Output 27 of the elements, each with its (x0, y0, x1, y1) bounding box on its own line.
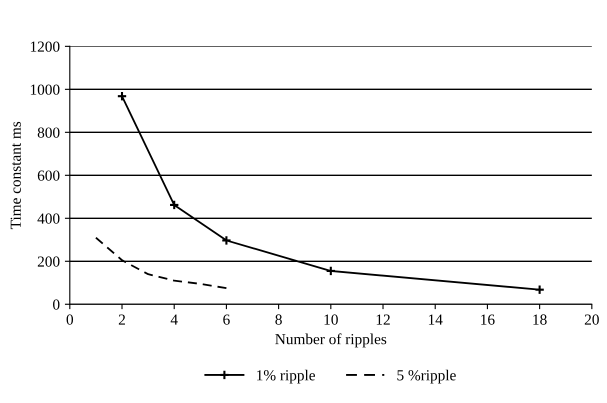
x-tick-label: 14 (428, 314, 443, 325)
y-tick-label: 400 (37, 213, 60, 224)
y-tick-label: 1000 (30, 84, 60, 95)
y-tick-label: 800 (38, 127, 60, 138)
y-tick-label: 200 (38, 256, 60, 267)
x-tick-label: 4 (170, 314, 178, 325)
y-tick-label: 1200 (30, 41, 60, 52)
legend-label: 1% ripple (257, 370, 316, 384)
y-axis-title: Time constant ms (10, 122, 21, 230)
x-tick-label: 12 (376, 314, 390, 325)
x-tick-label: 6 (223, 314, 230, 325)
point (326, 266, 336, 276)
y-tick-label: 600 (38, 170, 60, 181)
point (116, 91, 128, 102)
x-tick-label: 20 (584, 314, 599, 325)
x-tick-label: 16 (481, 314, 495, 325)
point (168, 200, 180, 210)
point (221, 235, 232, 246)
point (534, 284, 545, 295)
x-tick-label: 2 (118, 314, 125, 325)
x-axis-title: Number of ripples (275, 333, 386, 348)
x-tick-label: 10 (324, 314, 338, 325)
x-tick-label: 18 (533, 314, 547, 325)
y-tick-label: 0 (53, 299, 60, 310)
x-tick-label: 8 (275, 314, 282, 325)
legend-label: 5 %ripple (397, 370, 456, 384)
x-tick-label: 0 (66, 314, 74, 325)
